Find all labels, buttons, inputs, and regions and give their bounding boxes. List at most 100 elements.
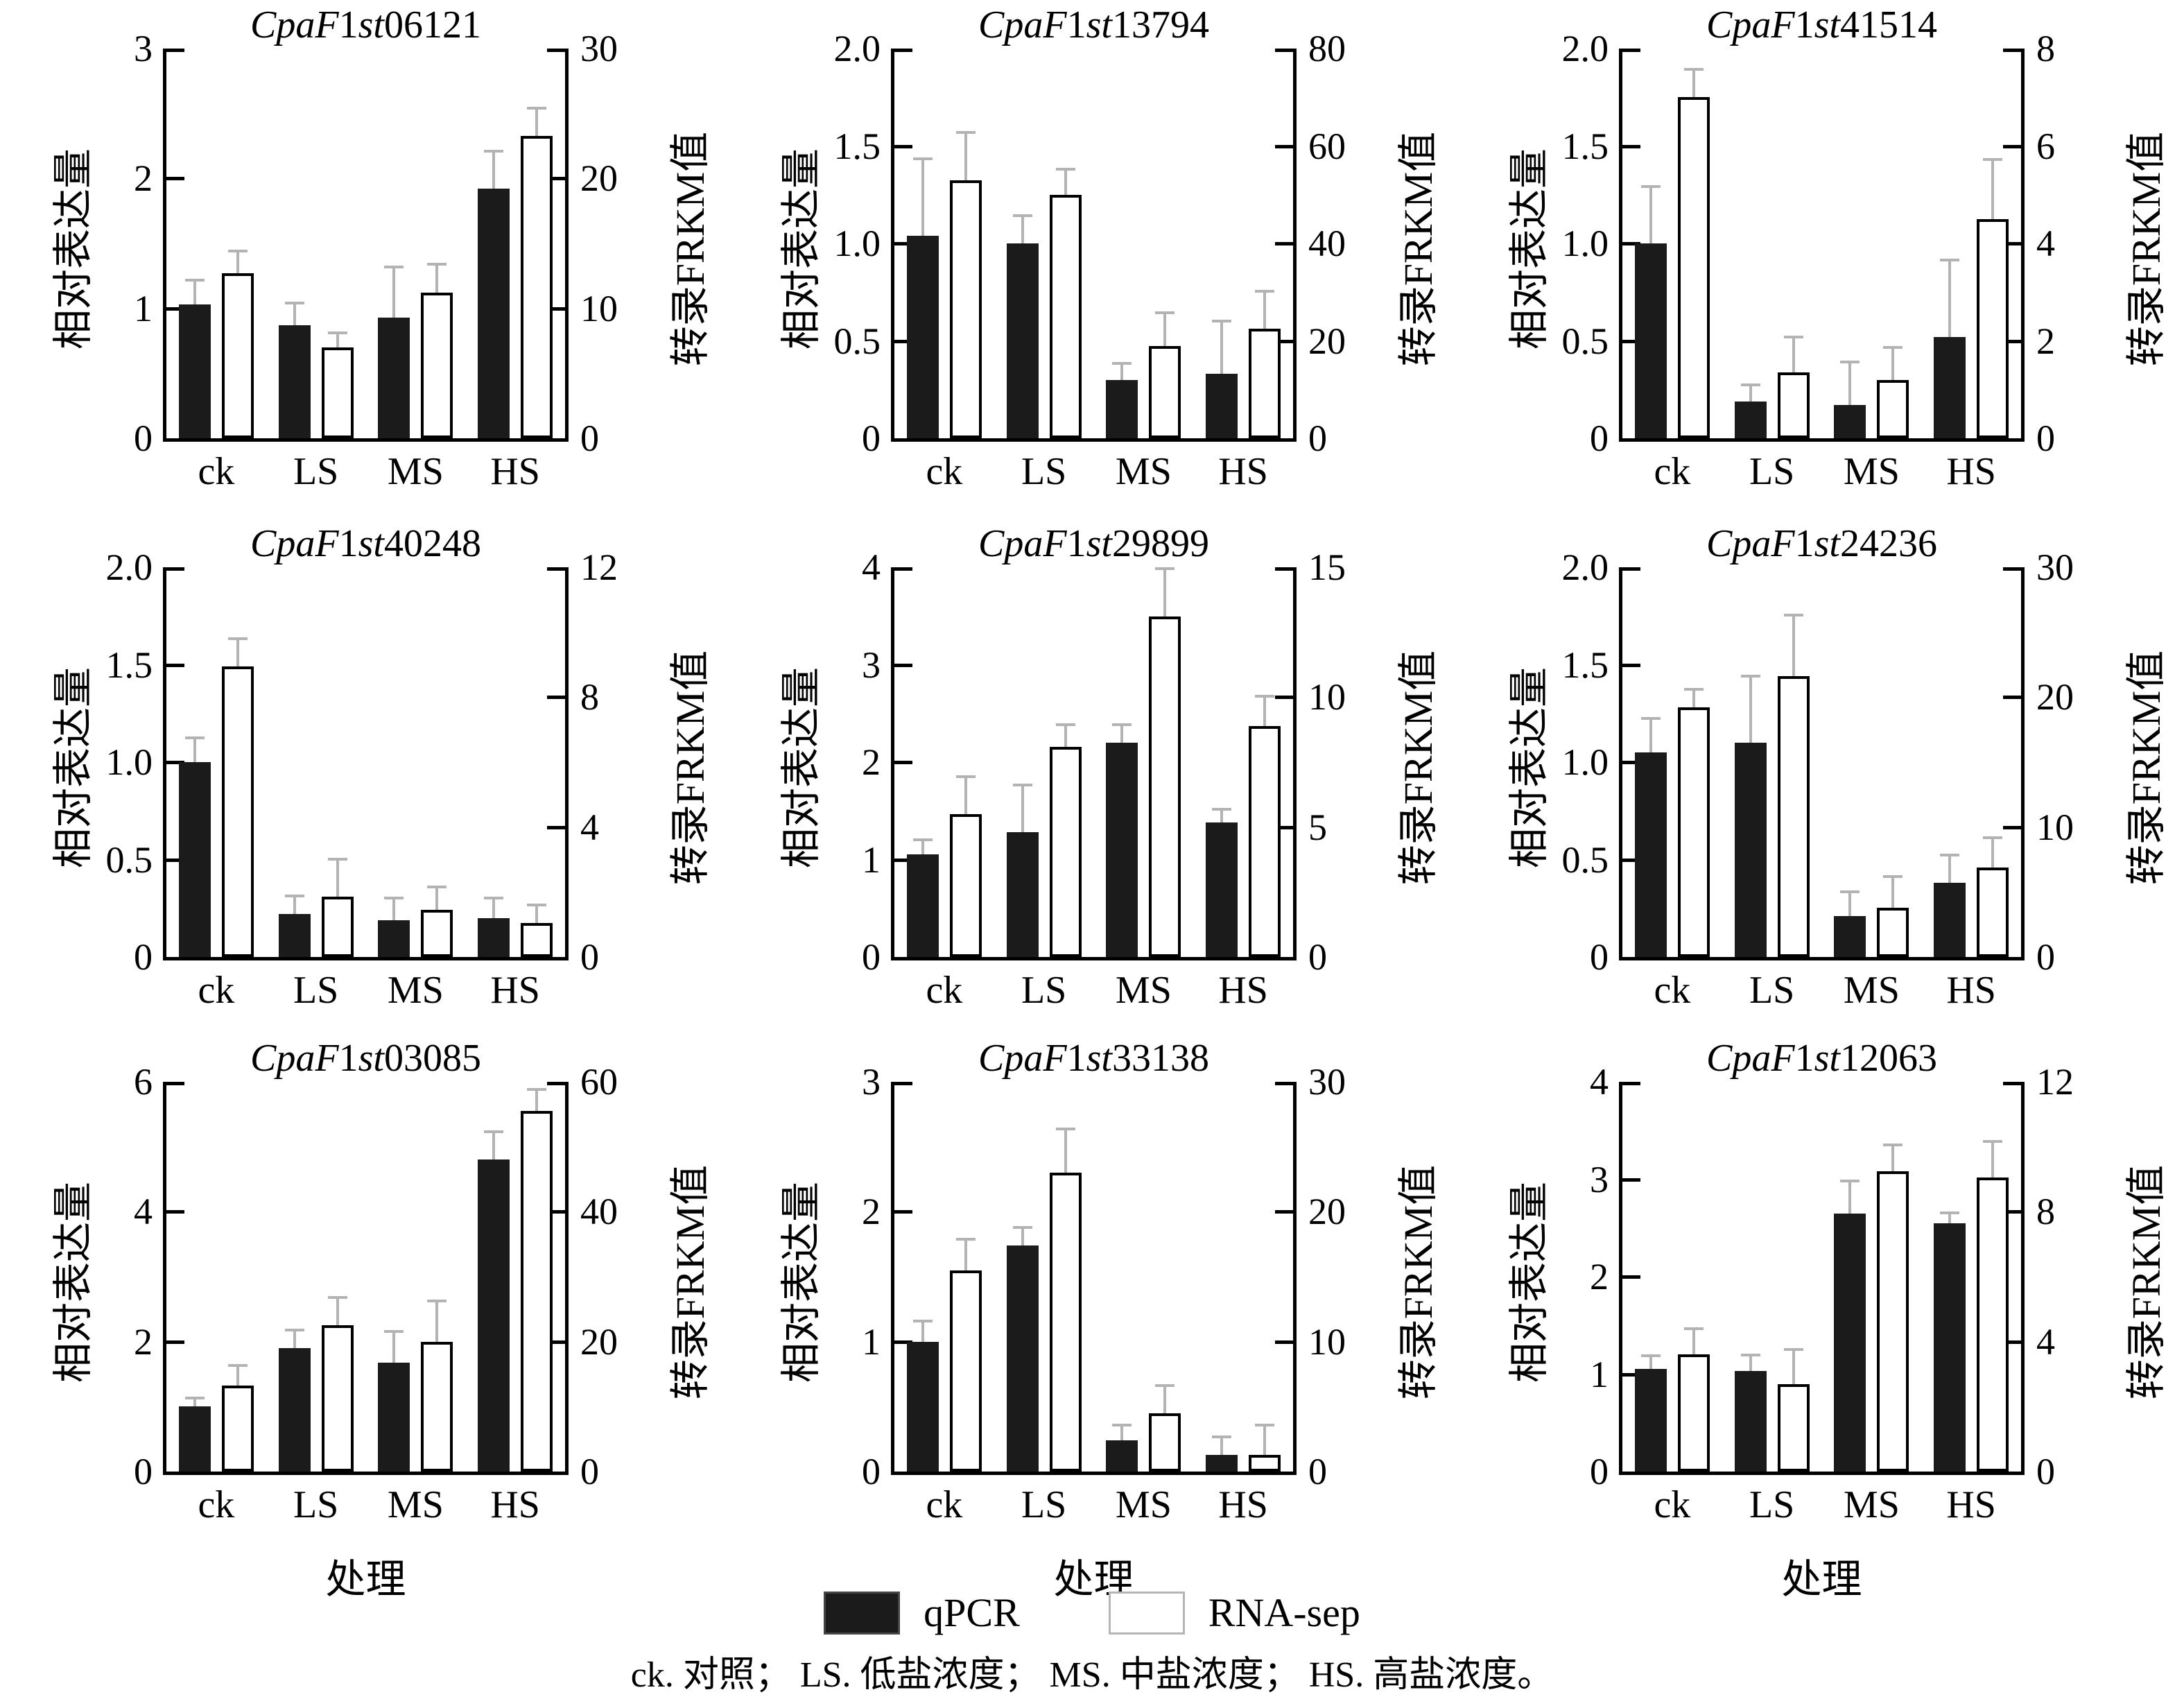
left-axis-title: 相对表达量 xyxy=(1507,667,1552,869)
right-tick-label: 10 xyxy=(1308,676,1346,718)
bar-qpcr-ls xyxy=(1734,1371,1767,1472)
error-bar xyxy=(1649,717,1652,752)
right-axis-title: 转录FRKM值 xyxy=(1396,131,1441,367)
bar-rna-ls xyxy=(1777,676,1810,957)
chart-title-part: 1 xyxy=(1066,3,1086,46)
error-bar-cap xyxy=(1640,717,1661,721)
error-bar xyxy=(435,1299,439,1342)
error-bar-cap xyxy=(1683,1327,1704,1330)
error-bar-cap xyxy=(1255,694,1275,698)
error-bar-cap xyxy=(1212,808,1232,811)
right-tick-label: 0 xyxy=(580,1451,599,1492)
right-tick-label: 4 xyxy=(2036,1320,2055,1363)
left-axis-spine xyxy=(891,1082,894,1475)
left-tick xyxy=(166,49,184,52)
right-tick-label: 10 xyxy=(580,287,618,329)
chart-13794: CpaF1st13794 0 0.5 1.0 1.5 2.0 0 20 40 60 80 相对表达量转… xyxy=(728,0,1456,666)
error-bar xyxy=(1792,336,1795,373)
bar-rna-ck xyxy=(1677,97,1710,438)
error-bar-cap xyxy=(1840,360,1860,363)
left-tick xyxy=(1622,858,1640,862)
left-tick xyxy=(1622,144,1640,148)
chart-41514: CpaF1st41514 0 0.5 1.0 1.5 2.0 0 2 4 6 8 相对表达量 转录FRK… xyxy=(1456,0,2184,666)
right-tick xyxy=(547,567,565,571)
right-axis-title: 转录FRKM值 xyxy=(2124,650,2169,886)
right-tick xyxy=(2003,696,2021,700)
right-axis-spine xyxy=(1293,49,1297,442)
right-tick xyxy=(1275,1210,1293,1214)
left-axis-title: 相对表达量 xyxy=(51,148,96,350)
bar-qpcr-hs xyxy=(478,917,510,957)
bar-rna-ck xyxy=(949,813,982,957)
error-bar xyxy=(293,1328,296,1349)
error-bar-cap xyxy=(1055,1127,1075,1130)
error-bar xyxy=(236,1364,239,1386)
error-bar xyxy=(392,896,396,920)
bar-rna-ms xyxy=(1149,616,1181,957)
bar-qpcr-ck xyxy=(178,762,211,957)
chart-title-part: 24236 xyxy=(1839,522,1937,565)
left-tick-label: 4 xyxy=(1590,1061,1609,1103)
category-label-ck: ck xyxy=(1654,969,1691,1012)
legend-qpcr-swatch xyxy=(824,1591,901,1635)
error-bar-cap xyxy=(1112,723,1132,726)
error-bar xyxy=(1749,383,1752,402)
bar-qpcr-ls xyxy=(1006,832,1039,957)
category-label-ck: ck xyxy=(198,450,235,493)
error-bar xyxy=(1263,1423,1267,1455)
error-bar-cap xyxy=(1940,1211,1960,1214)
chart-title-part: 41514 xyxy=(1839,3,1937,46)
bar-qpcr-ls xyxy=(278,914,311,957)
category-label-hs: HS xyxy=(1218,450,1268,493)
left-tick-label: 2 xyxy=(862,741,881,783)
chart-title: CpaF1st13794 xyxy=(894,3,1293,47)
error-bar-cap xyxy=(1640,184,1661,188)
error-bar xyxy=(1649,1354,1652,1370)
error-bar-cap xyxy=(1883,345,1903,349)
chart-title-part: CpaF xyxy=(1706,522,1795,565)
error-bar xyxy=(1692,68,1695,98)
chart-title: CpaF1st40248 xyxy=(166,521,565,566)
error-bar xyxy=(535,903,539,923)
right-tick-label: 12 xyxy=(2036,1061,2074,1103)
left-tick xyxy=(1622,567,1640,571)
error-bar xyxy=(1848,360,1852,406)
left-tick-label: 1.5 xyxy=(833,125,881,167)
left-tick-label: 0 xyxy=(1590,1451,1609,1492)
category-label-ck: ck xyxy=(1654,450,1691,493)
category-label-ck: ck xyxy=(926,1483,963,1526)
right-tick xyxy=(2003,567,2021,571)
error-bar xyxy=(392,265,396,318)
left-tick xyxy=(1622,49,1640,52)
error-bar xyxy=(1064,1127,1067,1173)
category-label-ls: LS xyxy=(1021,1483,1067,1526)
bar-qpcr-hs xyxy=(1206,1454,1238,1472)
plot-area xyxy=(1619,49,2025,442)
bar-qpcr-hs xyxy=(1934,883,1966,957)
bar-rna-ls xyxy=(1049,746,1082,957)
right-tick xyxy=(1275,1340,1293,1344)
error-bar-cap xyxy=(1840,890,1860,894)
error-bar xyxy=(921,157,924,236)
left-tick-label: 2.0 xyxy=(1561,546,1609,588)
category-label-ms: MS xyxy=(1843,1483,1900,1526)
error-bar-cap xyxy=(227,637,248,640)
left-tick xyxy=(1622,663,1640,667)
chart-title: CpaF1st03085 xyxy=(166,1036,565,1080)
plot-area xyxy=(891,1082,1297,1475)
left-tick-label: 2 xyxy=(134,1320,153,1363)
bar-qpcr-ls xyxy=(1734,742,1767,957)
error-bar xyxy=(1749,674,1752,743)
left-tick-label: 1 xyxy=(862,1320,881,1363)
error-bar xyxy=(1263,694,1267,726)
error-bar-cap xyxy=(1155,567,1175,570)
legend-qpcr-label: qPCR xyxy=(924,1590,1020,1635)
right-axis-spine xyxy=(2021,567,2025,960)
left-tick-label: 0 xyxy=(134,1451,153,1492)
chart-title-part: st xyxy=(1814,522,1840,565)
left-tick xyxy=(894,49,912,52)
error-bar xyxy=(1120,362,1124,380)
right-tick xyxy=(547,1082,565,1085)
error-bar-cap xyxy=(1740,1353,1760,1356)
error-bar xyxy=(1991,1140,1995,1178)
